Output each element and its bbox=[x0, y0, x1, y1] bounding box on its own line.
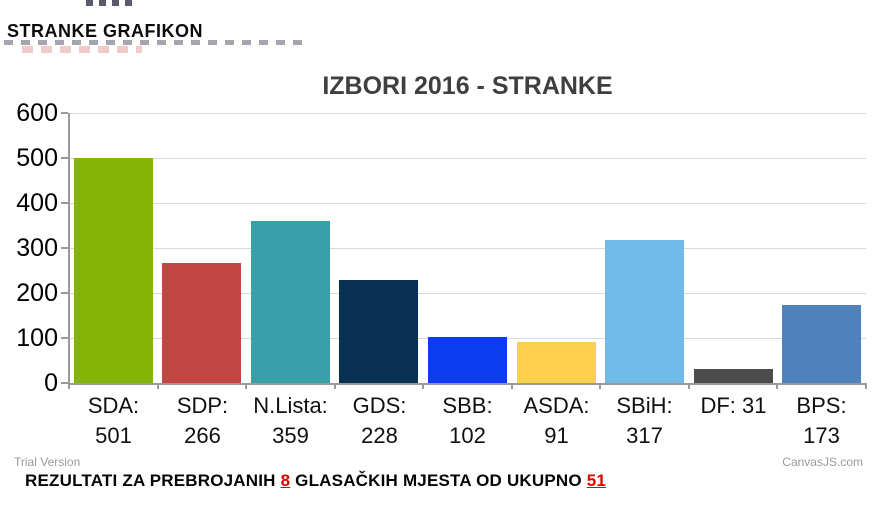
gridline-500 bbox=[69, 158, 866, 159]
gridline-600 bbox=[69, 113, 866, 114]
x-axis-label-GDS: GDS: 228 bbox=[352, 393, 407, 448]
x-axis-tick-0 bbox=[68, 383, 70, 389]
results-summary-line: REZULTATI ZA PREBROJANIH 8 GLASAČKIH MJE… bbox=[25, 471, 606, 491]
x-axis-label-ASDA: ASDA: 91 bbox=[523, 393, 590, 448]
x-axis-tick-5 bbox=[511, 383, 513, 389]
bar-SBiH bbox=[605, 240, 684, 383]
y-axis-label-300: 300 bbox=[16, 234, 58, 262]
y-axis-tick-400 bbox=[61, 202, 68, 204]
x-axis-label-SBB: SBB: 102 bbox=[442, 393, 493, 448]
x-axis-tick-7 bbox=[688, 383, 690, 389]
bar-SDA bbox=[74, 158, 153, 383]
compression-artifact bbox=[22, 46, 142, 53]
y-axis-tick-200 bbox=[61, 292, 68, 294]
y-axis-tick-100 bbox=[61, 337, 68, 339]
total-stations-value: 51 bbox=[586, 471, 607, 490]
y-axis-label-200: 200 bbox=[16, 279, 58, 307]
results-prefix: REZULTATI ZA PREBROJANIH bbox=[25, 471, 281, 490]
x-axis-tick-8 bbox=[776, 383, 778, 389]
x-axis-tick-3 bbox=[334, 383, 336, 389]
x-axis-label-SDA: SDA: 501 bbox=[87, 393, 140, 448]
counted-stations-value: 8 bbox=[280, 471, 291, 490]
x-axis-label-DF: DF: 31 bbox=[700, 393, 767, 418]
bar-ASDA bbox=[517, 342, 596, 383]
x-axis-label-N.Lista: N.Lista: 359 bbox=[253, 393, 328, 448]
trial-version-label: Trial Version bbox=[14, 455, 81, 469]
x-axis-tick-2 bbox=[245, 383, 247, 389]
compression-artifact bbox=[86, 0, 134, 6]
x-axis-tick-1 bbox=[157, 383, 159, 389]
y-axis-line bbox=[68, 113, 70, 385]
y-axis-tick-0 bbox=[61, 382, 68, 384]
bar-SBB bbox=[428, 337, 507, 383]
bar-N.Lista bbox=[251, 221, 330, 383]
gridline-200 bbox=[69, 293, 866, 294]
x-axis-tick-6 bbox=[599, 383, 601, 389]
x-axis-tick-9 bbox=[865, 383, 867, 389]
gridline-300 bbox=[69, 248, 866, 249]
chart-title: IZBORI 2016 - STRANKE bbox=[322, 72, 613, 100]
y-axis-label-400: 400 bbox=[16, 189, 58, 217]
x-axis-label-SDP: SDP: 266 bbox=[176, 393, 229, 448]
y-axis-label-100: 100 bbox=[16, 324, 58, 352]
x-axis-label-SBiH: SBiH: 317 bbox=[616, 393, 673, 448]
y-axis-label-500: 500 bbox=[16, 144, 58, 172]
y-axis-tick-300 bbox=[61, 247, 68, 249]
page-title: STRANKE GRAFIKON bbox=[7, 21, 203, 41]
x-axis-line bbox=[69, 383, 866, 385]
x-axis-tick-4 bbox=[422, 383, 424, 389]
y-axis-tick-500 bbox=[61, 157, 68, 159]
y-axis-label-0: 0 bbox=[44, 369, 58, 397]
y-axis-tick-600 bbox=[61, 112, 68, 114]
canvasjs-credit-link[interactable]: CanvasJS.com bbox=[782, 455, 863, 469]
y-axis-label-600: 600 bbox=[16, 99, 58, 127]
bar-GDS bbox=[339, 280, 418, 383]
bar-DF bbox=[694, 369, 773, 383]
bar-SDP bbox=[162, 263, 241, 383]
results-middle: GLASAČKIH MJESTA OD UKUPNO bbox=[290, 471, 587, 490]
x-axis-label-BPS: BPS: 173 bbox=[796, 393, 847, 448]
gridline-400 bbox=[69, 203, 866, 204]
bar-BPS bbox=[782, 305, 861, 383]
